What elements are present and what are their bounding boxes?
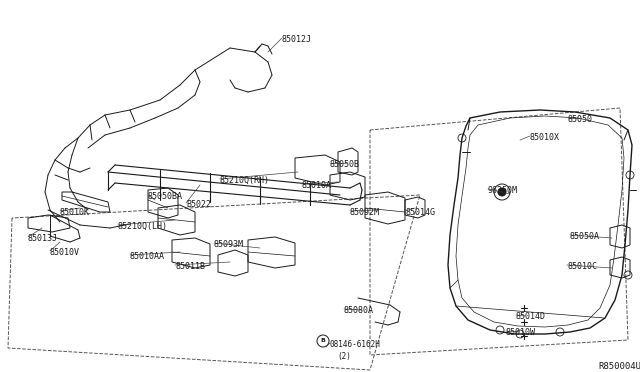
Text: 85080A: 85080A — [344, 306, 374, 315]
Text: 85010C: 85010C — [567, 262, 597, 271]
Text: 85010W: 85010W — [506, 328, 536, 337]
Text: B5022: B5022 — [186, 200, 211, 209]
Text: 96250M: 96250M — [488, 186, 518, 195]
Text: 85050A: 85050A — [570, 232, 600, 241]
Text: 85010AA: 85010AA — [130, 252, 165, 261]
Text: 85013J: 85013J — [28, 234, 58, 243]
Text: 85010K: 85010K — [60, 208, 90, 217]
Text: 85093M: 85093M — [214, 240, 244, 249]
Text: R850004U: R850004U — [598, 362, 640, 371]
Text: 85014G: 85014G — [405, 208, 435, 217]
Text: 85210Q(LH): 85210Q(LH) — [118, 222, 168, 231]
Text: 85050: 85050 — [568, 115, 593, 124]
Text: 85014D: 85014D — [516, 312, 546, 321]
Circle shape — [498, 188, 506, 196]
Text: B: B — [321, 339, 325, 343]
Text: 85010A: 85010A — [302, 181, 332, 190]
Text: (2): (2) — [337, 352, 351, 361]
Text: 85050B: 85050B — [330, 160, 360, 169]
Text: 85210Q(RH): 85210Q(RH) — [220, 176, 270, 185]
Text: 85011B: 85011B — [175, 262, 205, 271]
Text: 85050BA: 85050BA — [148, 192, 183, 201]
Text: 85012J: 85012J — [282, 35, 312, 44]
Text: 85010V: 85010V — [50, 248, 80, 257]
Text: 85092M: 85092M — [350, 208, 380, 217]
Text: 08146-6162H: 08146-6162H — [330, 340, 381, 349]
Text: 85010X: 85010X — [530, 133, 560, 142]
